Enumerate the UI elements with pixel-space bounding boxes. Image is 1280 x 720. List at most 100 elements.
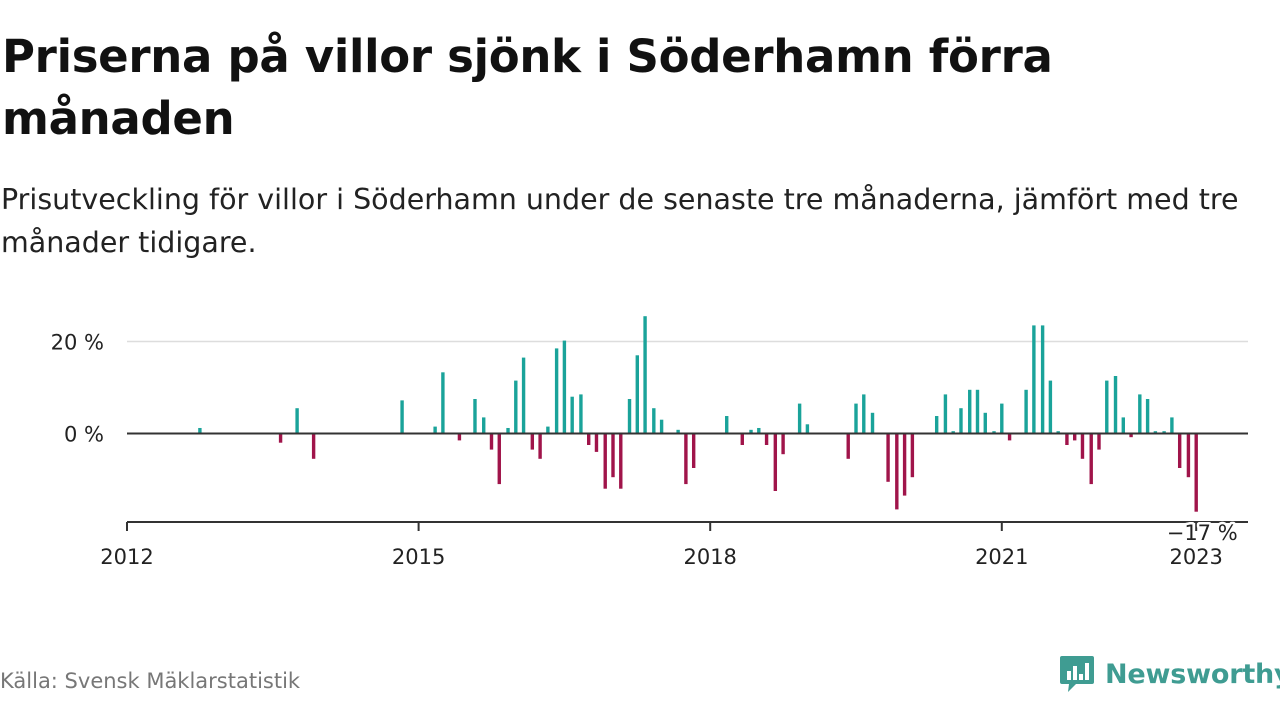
bar-positive — [570, 396, 574, 434]
bar-negative — [1129, 433, 1133, 438]
bar-positive — [1170, 417, 1174, 434]
chart-subtitle: Prisutveckling för villor i Söderhamn un… — [1, 183, 1239, 260]
bar-positive — [676, 429, 680, 434]
bar-positive — [749, 429, 753, 434]
bar-negative — [489, 433, 494, 450]
bar-positive — [1105, 380, 1109, 434]
bar-positive — [797, 403, 802, 434]
bar-negative — [1177, 433, 1182, 468]
bar-negative — [1080, 433, 1085, 459]
bar-positive — [951, 431, 955, 434]
axes — [126, 432, 1248, 531]
bar-positive — [968, 389, 972, 434]
last-value-annotation: −17 % — [1167, 521, 1238, 545]
bar-positive — [627, 399, 632, 434]
bar-negative — [587, 433, 591, 445]
bar-positive — [635, 355, 639, 434]
bar-positive — [854, 403, 858, 434]
last-value-annotation-halo: −17 % — [1167, 521, 1238, 545]
bar-positive — [1162, 431, 1166, 434]
bar-positive — [554, 348, 559, 434]
bar-positive — [433, 426, 437, 434]
bar-positive — [975, 389, 980, 434]
bar-negative — [886, 433, 890, 482]
x-tick-label: 2021 — [975, 545, 1028, 569]
bar-positive — [198, 427, 202, 434]
bar-positive — [473, 399, 477, 434]
bar-negative — [1186, 433, 1191, 478]
x-tick-label: 2015 — [392, 545, 445, 569]
bar-positive — [992, 431, 996, 434]
chart-title: Priserna på villor sjönk i Söderhamn för… — [2, 30, 1053, 146]
x-tick-label: 2018 — [683, 545, 736, 569]
bar-positive — [652, 408, 656, 434]
bar-positive — [1024, 389, 1028, 434]
bar-negative — [611, 433, 615, 478]
bar-positive — [521, 357, 526, 434]
x-tick-label: 2012 — [100, 545, 153, 569]
bar-negative — [278, 433, 283, 443]
bar-negative — [773, 433, 778, 491]
bar-positive — [1000, 403, 1004, 434]
bar-positive — [1032, 325, 1036, 434]
bar-positive — [725, 416, 729, 434]
bar-positive — [870, 412, 875, 434]
bar-positive — [1138, 394, 1142, 434]
bar-positive — [1145, 399, 1150, 434]
bar-positive — [579, 394, 583, 434]
bar-negative — [684, 433, 688, 485]
bar-chart: 0 %20 %2012 2015 2018 2021 2023−17 %−17 % — [51, 316, 1248, 570]
bar-negative — [764, 433, 769, 445]
bar-positive — [1113, 376, 1118, 434]
bar-positive — [1040, 325, 1045, 434]
bar-negative — [1073, 433, 1077, 441]
y-tick-label: 0 % — [64, 423, 104, 447]
bar-positive — [295, 408, 299, 434]
bar-positive — [805, 424, 810, 434]
bar-positive — [943, 394, 948, 434]
bar-positive — [506, 427, 510, 434]
x-tick-label: 2023 — [1169, 545, 1222, 569]
bar-negative — [1065, 433, 1069, 445]
bar-positive — [1048, 380, 1053, 434]
bar-positive — [546, 426, 550, 434]
bar-negative — [457, 433, 462, 441]
bar-negative — [603, 433, 607, 489]
bar-negative — [846, 433, 850, 459]
bars — [198, 316, 1198, 512]
bar-positive — [1153, 431, 1158, 434]
bar-negative — [740, 433, 744, 445]
bar-negative — [895, 433, 899, 510]
bar-negative — [530, 433, 535, 450]
bar-positive — [562, 340, 567, 434]
brand-name: Newsworthy — [1105, 658, 1280, 690]
bar-positive — [1121, 417, 1125, 434]
bar-positive — [862, 394, 866, 434]
source-note: Källa: Svensk Mäklarstatistik — [0, 669, 301, 693]
bar-negative — [1007, 433, 1012, 441]
bar-positive — [482, 417, 486, 434]
bar-positive — [643, 316, 647, 434]
bar-positive — [441, 372, 445, 434]
y-tick-label: 20 % — [51, 331, 104, 355]
bar-positive — [400, 400, 404, 434]
bar-negative — [311, 433, 316, 459]
bar-positive — [1056, 431, 1060, 434]
newsworthy-logo-icon — [1060, 656, 1094, 692]
bar-negative — [594, 433, 599, 452]
bar-positive — [983, 412, 987, 434]
bar-positive — [959, 408, 963, 434]
bar-negative — [497, 433, 501, 485]
bar-negative — [781, 433, 785, 455]
bar-negative — [1097, 433, 1101, 450]
axis-labels: 0 %20 %2012 2015 2018 2021 2023−17 %−17 % — [51, 331, 1241, 570]
bar-negative — [538, 433, 542, 459]
bar-positive — [514, 380, 518, 434]
bar-negative — [619, 433, 623, 489]
bar-negative — [902, 433, 907, 496]
bar-positive — [659, 419, 664, 434]
bar-negative — [691, 433, 696, 468]
bar-negative — [1194, 433, 1198, 512]
bar-positive — [757, 427, 761, 434]
newsworthy-logo[interactable]: Newsworthy — [1058, 654, 1280, 694]
